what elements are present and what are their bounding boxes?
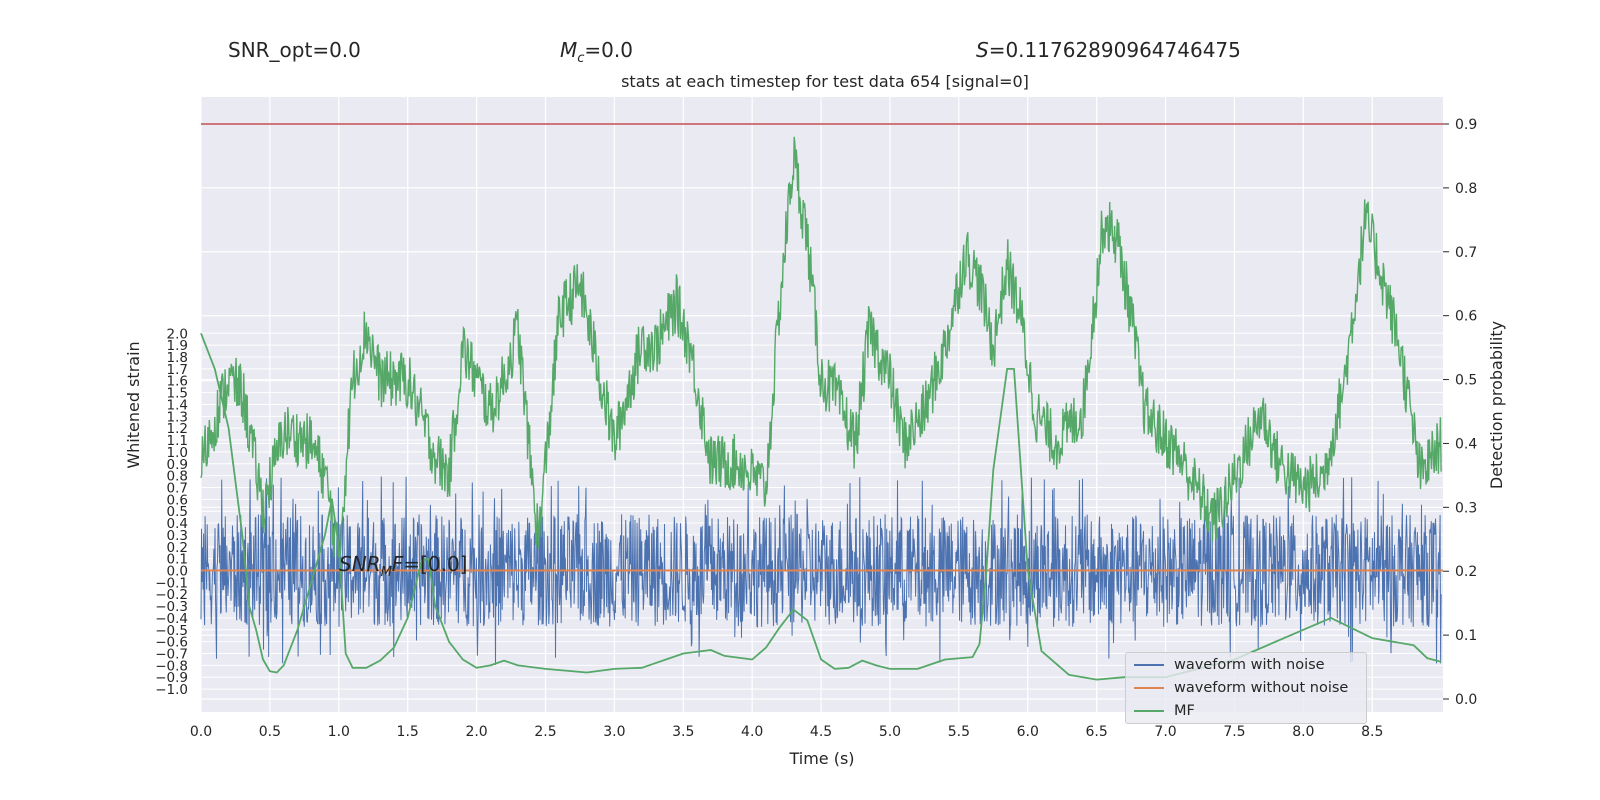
y-left-tick-label: 1.5: [167, 386, 188, 402]
x-tick-label: 6.0: [1017, 724, 1039, 740]
y-left-tick-label: −0.8: [155, 658, 188, 674]
y-left-tick-label: 1.7: [167, 362, 188, 378]
y-axis-label-left: Whitened strain: [124, 341, 143, 468]
x-tick-label: 1.0: [328, 724, 350, 740]
y-left-tick-label: 0.7: [167, 480, 188, 496]
y-left-tick-label: −0.5: [155, 623, 188, 639]
x-tick-label: 1.5: [397, 724, 419, 740]
y-left-tick-label: 0.8: [167, 469, 188, 485]
y-left-tick-label: 0.1: [167, 552, 188, 568]
snr-mf-annotation: SNRMF=[0.0]: [339, 552, 468, 580]
y-right-tick-label: 0.4: [1455, 436, 1477, 452]
legend-label-noise: waveform with noise: [1174, 657, 1325, 673]
y-right-tick-label: 0.8: [1455, 181, 1477, 197]
legend: waveform with noise waveform without noi…: [1125, 652, 1367, 724]
y-right-tick-label: 0.2: [1455, 564, 1477, 580]
y-left-tick-label: −0.1: [155, 575, 188, 591]
x-tick-label: 8.5: [1361, 724, 1383, 740]
x-tick-label: 4.0: [741, 724, 763, 740]
y-left-tick-label: 1.0: [167, 445, 188, 461]
series-detection-probability: [200, 136, 1442, 558]
y-right-tick-label: 0.9: [1455, 117, 1477, 133]
legend-item-mf: MF: [1134, 700, 1195, 722]
y-left-tick-label: 0.0: [167, 564, 188, 580]
legend-item-clean: waveform without noise: [1134, 677, 1348, 699]
x-tick-label: 0.5: [259, 724, 281, 740]
y-left-tick-label: 1.8: [167, 350, 188, 366]
y-left-tick-label: −0.9: [155, 670, 188, 686]
y-right-tick-label: 0.1: [1455, 628, 1477, 644]
y-left-tick-label: −0.3: [155, 599, 188, 615]
y-left-tick-label: 1.1: [167, 433, 188, 449]
s-stat: S=0.11762890964746475: [976, 38, 1241, 62]
legend-label-mf: MF: [1174, 703, 1195, 719]
x-tick-label: 5.0: [879, 724, 901, 740]
legend-swatch-mf: [1134, 710, 1164, 712]
x-tick-label: 2.5: [534, 724, 556, 740]
y-right-tick-label: 0.0: [1455, 692, 1477, 708]
y-left-tick-label: 0.3: [167, 528, 188, 544]
x-tick-label: 3.0: [603, 724, 625, 740]
legend-swatch-noise: [1134, 664, 1164, 666]
y-left-tick-label: −1.0: [155, 682, 188, 698]
y-left-tick-label: 0.4: [167, 516, 188, 532]
y-right-tick-label: 0.6: [1455, 309, 1477, 325]
x-tick-label: 7.5: [1223, 724, 1245, 740]
y-left-tick-label: 0.9: [167, 457, 188, 473]
legend-item-noise: waveform with noise: [1134, 654, 1325, 676]
x-tick-label: 2.0: [465, 724, 487, 740]
y-axis-label-right: Detection probability: [1487, 321, 1506, 489]
y-left-tick-label: 1.4: [167, 397, 188, 413]
chirp-mass-stat: Mc=0.0: [560, 38, 633, 66]
x-tick-label: 4.5: [810, 724, 832, 740]
y-left-tick-label: 0.5: [167, 504, 188, 520]
snr-opt-stat: SNR_opt=0.0: [228, 38, 361, 62]
x-tick-label: 8.0: [1292, 724, 1314, 740]
y-right-tick-label: 0.3: [1455, 500, 1477, 516]
y-left-tick-label: −0.2: [155, 587, 188, 603]
y-left-tick-label: 1.3: [167, 409, 188, 425]
y-right-tick-label: 0.7: [1455, 245, 1477, 261]
chart-subtitle: stats at each timestep for test data 654…: [621, 72, 1029, 91]
y-left-tick-label: 1.6: [167, 374, 188, 390]
y-left-tick-label: 0.2: [167, 540, 188, 556]
y-left-tick-label: −0.6: [155, 635, 188, 651]
ticks-layer: 0.0 0.5 1.0 1.5 2.0 2.5 3.0 3.5 4.0 4.5 5.0 5.5 6.0 6…: [155, 117, 1477, 740]
x-axis-label: Time (s): [788, 749, 854, 768]
x-tick-label: 3.5: [672, 724, 694, 740]
x-tick-label: 6.5: [1086, 724, 1108, 740]
x-tick-label: 0.0: [190, 724, 212, 740]
y-left-tick-label: 1.2: [167, 421, 188, 437]
series-waveform-with-noise: [200, 476, 1442, 665]
y-left-tick-label: 1.9: [167, 338, 188, 354]
y-left-tick-label: −0.7: [155, 647, 188, 663]
y-left-tick-label: −0.4: [155, 611, 188, 627]
series-layer: [200, 123, 1443, 681]
y-left-tick-label: 0.6: [167, 492, 188, 508]
legend-label-clean: waveform without noise: [1174, 680, 1349, 696]
x-tick-label: 5.5: [948, 724, 970, 740]
y-left-tick-label: 2.0: [167, 326, 188, 342]
x-tick-label: 7.0: [1154, 724, 1176, 740]
legend-swatch-clean: [1134, 687, 1164, 689]
series-mf: [200, 332, 1442, 681]
y-right-tick-label: 0.5: [1455, 373, 1477, 389]
